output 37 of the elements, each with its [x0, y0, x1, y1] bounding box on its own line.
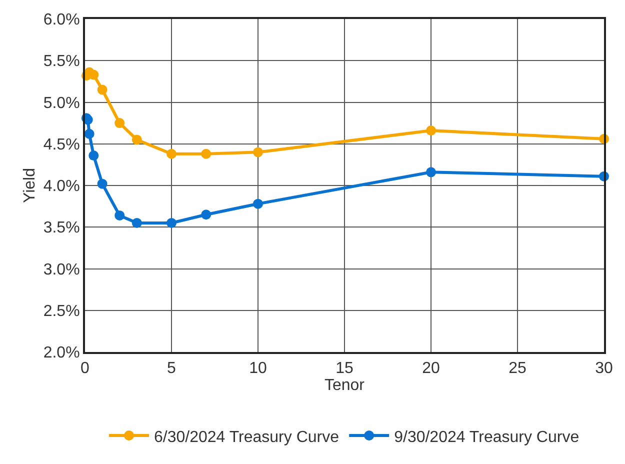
- point: [201, 148, 212, 159]
- point: [253, 198, 263, 209]
- x-tick-label: 15: [336, 360, 354, 378]
- point: [166, 148, 176, 159]
- point: [253, 147, 263, 158]
- y-tick-label: 4.0%: [43, 178, 80, 196]
- y-tick-label: 3.5%: [43, 220, 80, 237]
- point: [84, 128, 94, 139]
- x-tick-label: 20: [422, 360, 440, 378]
- point: [201, 210, 212, 220]
- point: [114, 118, 125, 128]
- x-tick-label: 25: [508, 360, 526, 378]
- point: [132, 134, 142, 145]
- y-tick-label: 4.5%: [43, 136, 80, 154]
- point: [114, 210, 125, 220]
- y-tick-label: 2.5%: [43, 302, 80, 320]
- legend-label: 6/30/2024 Treasury Curve: [154, 428, 340, 446]
- y-axis-title: Yield: [22, 168, 39, 203]
- point: [88, 150, 99, 161]
- x-tick-label: 10: [249, 360, 267, 378]
- y-tick-label: 5.0%: [43, 94, 80, 112]
- point: [97, 178, 108, 189]
- x-tick-label: 30: [595, 360, 613, 378]
- x-tick-label: 0: [80, 360, 90, 378]
- y-tick-label: 6.0%: [43, 12, 80, 29]
- y-tick-label: 2.0%: [43, 344, 80, 362]
- point: [132, 218, 142, 228]
- point: [166, 218, 176, 228]
- point: [426, 167, 436, 178]
- legend-label: 9/30/2024 Treasury Curve: [394, 428, 580, 446]
- x-axis-title: Tenor: [324, 377, 366, 394]
- point: [88, 70, 99, 80]
- y-tick-label: 3.0%: [43, 261, 80, 278]
- point: [426, 126, 436, 136]
- point: [97, 84, 108, 95]
- y-tick-label: 5.5%: [43, 53, 80, 70]
- x-tick-label: 5: [167, 360, 176, 378]
